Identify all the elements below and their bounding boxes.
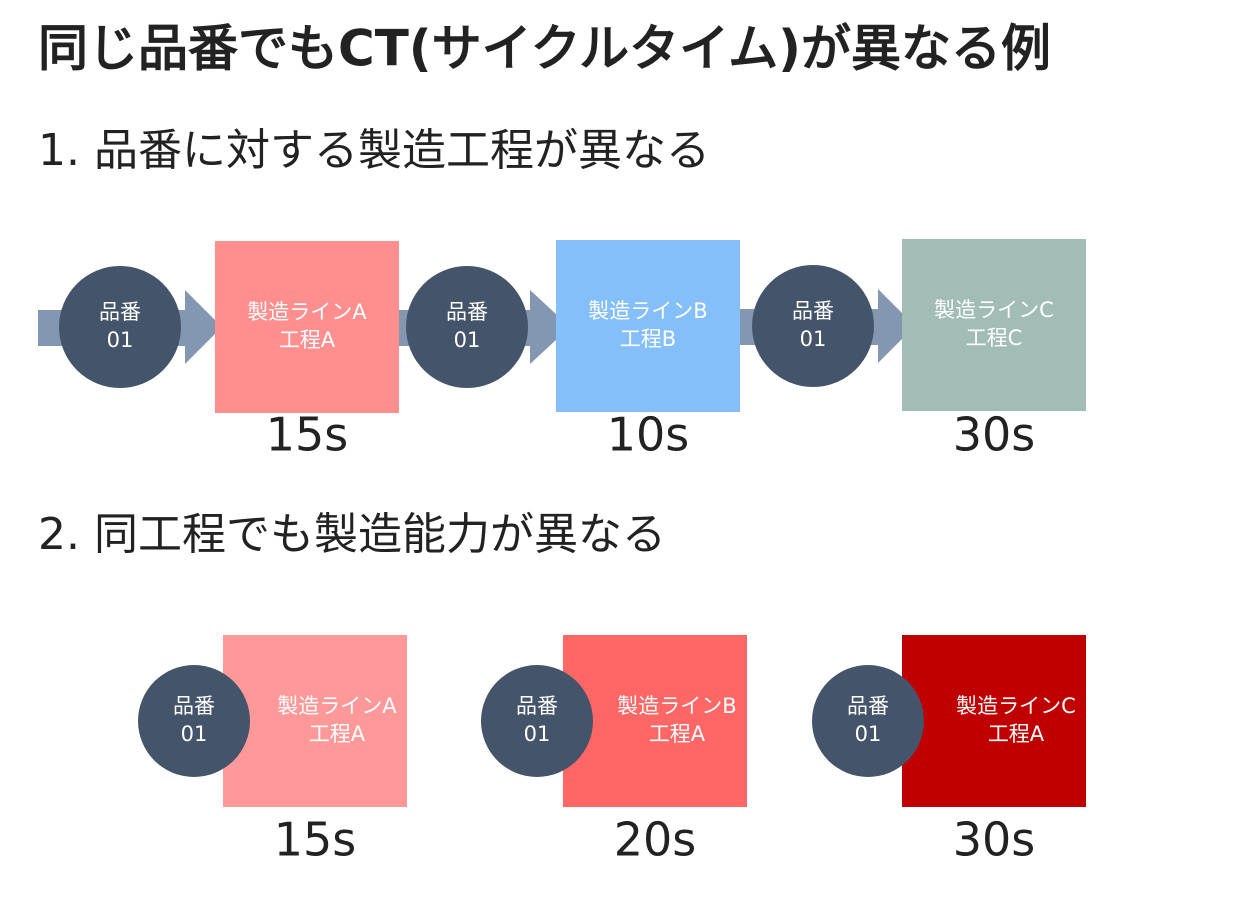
- part-label: 品番: [792, 299, 834, 323]
- part-label: 品番: [173, 694, 215, 718]
- cycle-time: 30s: [953, 813, 1036, 867]
- line-label: 工程A: [649, 722, 706, 746]
- part-label: 01: [855, 722, 882, 746]
- line-label: 工程A: [279, 328, 336, 352]
- part-label: 01: [107, 328, 134, 352]
- cycle-time: 15s: [266, 408, 349, 462]
- part-label: 01: [454, 328, 481, 352]
- cycle-time: 15s: [274, 813, 357, 867]
- cycle-time: 30s: [953, 408, 1036, 462]
- line-label: 製造ラインB: [588, 299, 707, 323]
- cycle-time: 10s: [607, 408, 690, 462]
- line-label: 製造ラインA: [247, 300, 367, 324]
- line-label: 工程B: [620, 327, 676, 351]
- part-label: 品番: [99, 300, 141, 324]
- line-label: 工程A: [988, 722, 1045, 746]
- part-label: 01: [800, 327, 827, 351]
- line-label: 工程A: [309, 722, 366, 746]
- section-heading: 1. 品番に対する製造工程が異なる: [38, 125, 710, 176]
- process-box: [215, 241, 399, 413]
- part-circle: [406, 266, 528, 388]
- part-label: 品番: [516, 694, 558, 718]
- section-heading: 2. 同工程でも製造能力が異なる: [38, 509, 666, 560]
- line-label: 製造ラインA: [277, 694, 397, 718]
- part-circle: [812, 665, 924, 777]
- part-circle: [481, 665, 593, 777]
- part-label: 01: [181, 722, 208, 746]
- part-label: 品番: [847, 694, 889, 718]
- part-label: 01: [524, 722, 551, 746]
- process-box: [556, 240, 740, 412]
- title: 同じ品番でもCT(サイクルタイム)が異なる例: [38, 20, 1051, 78]
- part-circle: [59, 266, 181, 388]
- line-label: 製造ラインC: [956, 694, 1076, 718]
- part-circle: [138, 665, 250, 777]
- process-box: [902, 635, 1086, 807]
- line-label: 製造ラインB: [617, 694, 736, 718]
- process-box: [223, 635, 407, 807]
- line-label: 工程C: [966, 326, 1023, 350]
- line-label: 製造ラインC: [934, 298, 1054, 322]
- cycle-time: 20s: [614, 813, 697, 867]
- part-circle: [752, 265, 874, 387]
- process-box: [902, 239, 1086, 411]
- process-box: [563, 635, 747, 807]
- part-label: 品番: [446, 300, 488, 324]
